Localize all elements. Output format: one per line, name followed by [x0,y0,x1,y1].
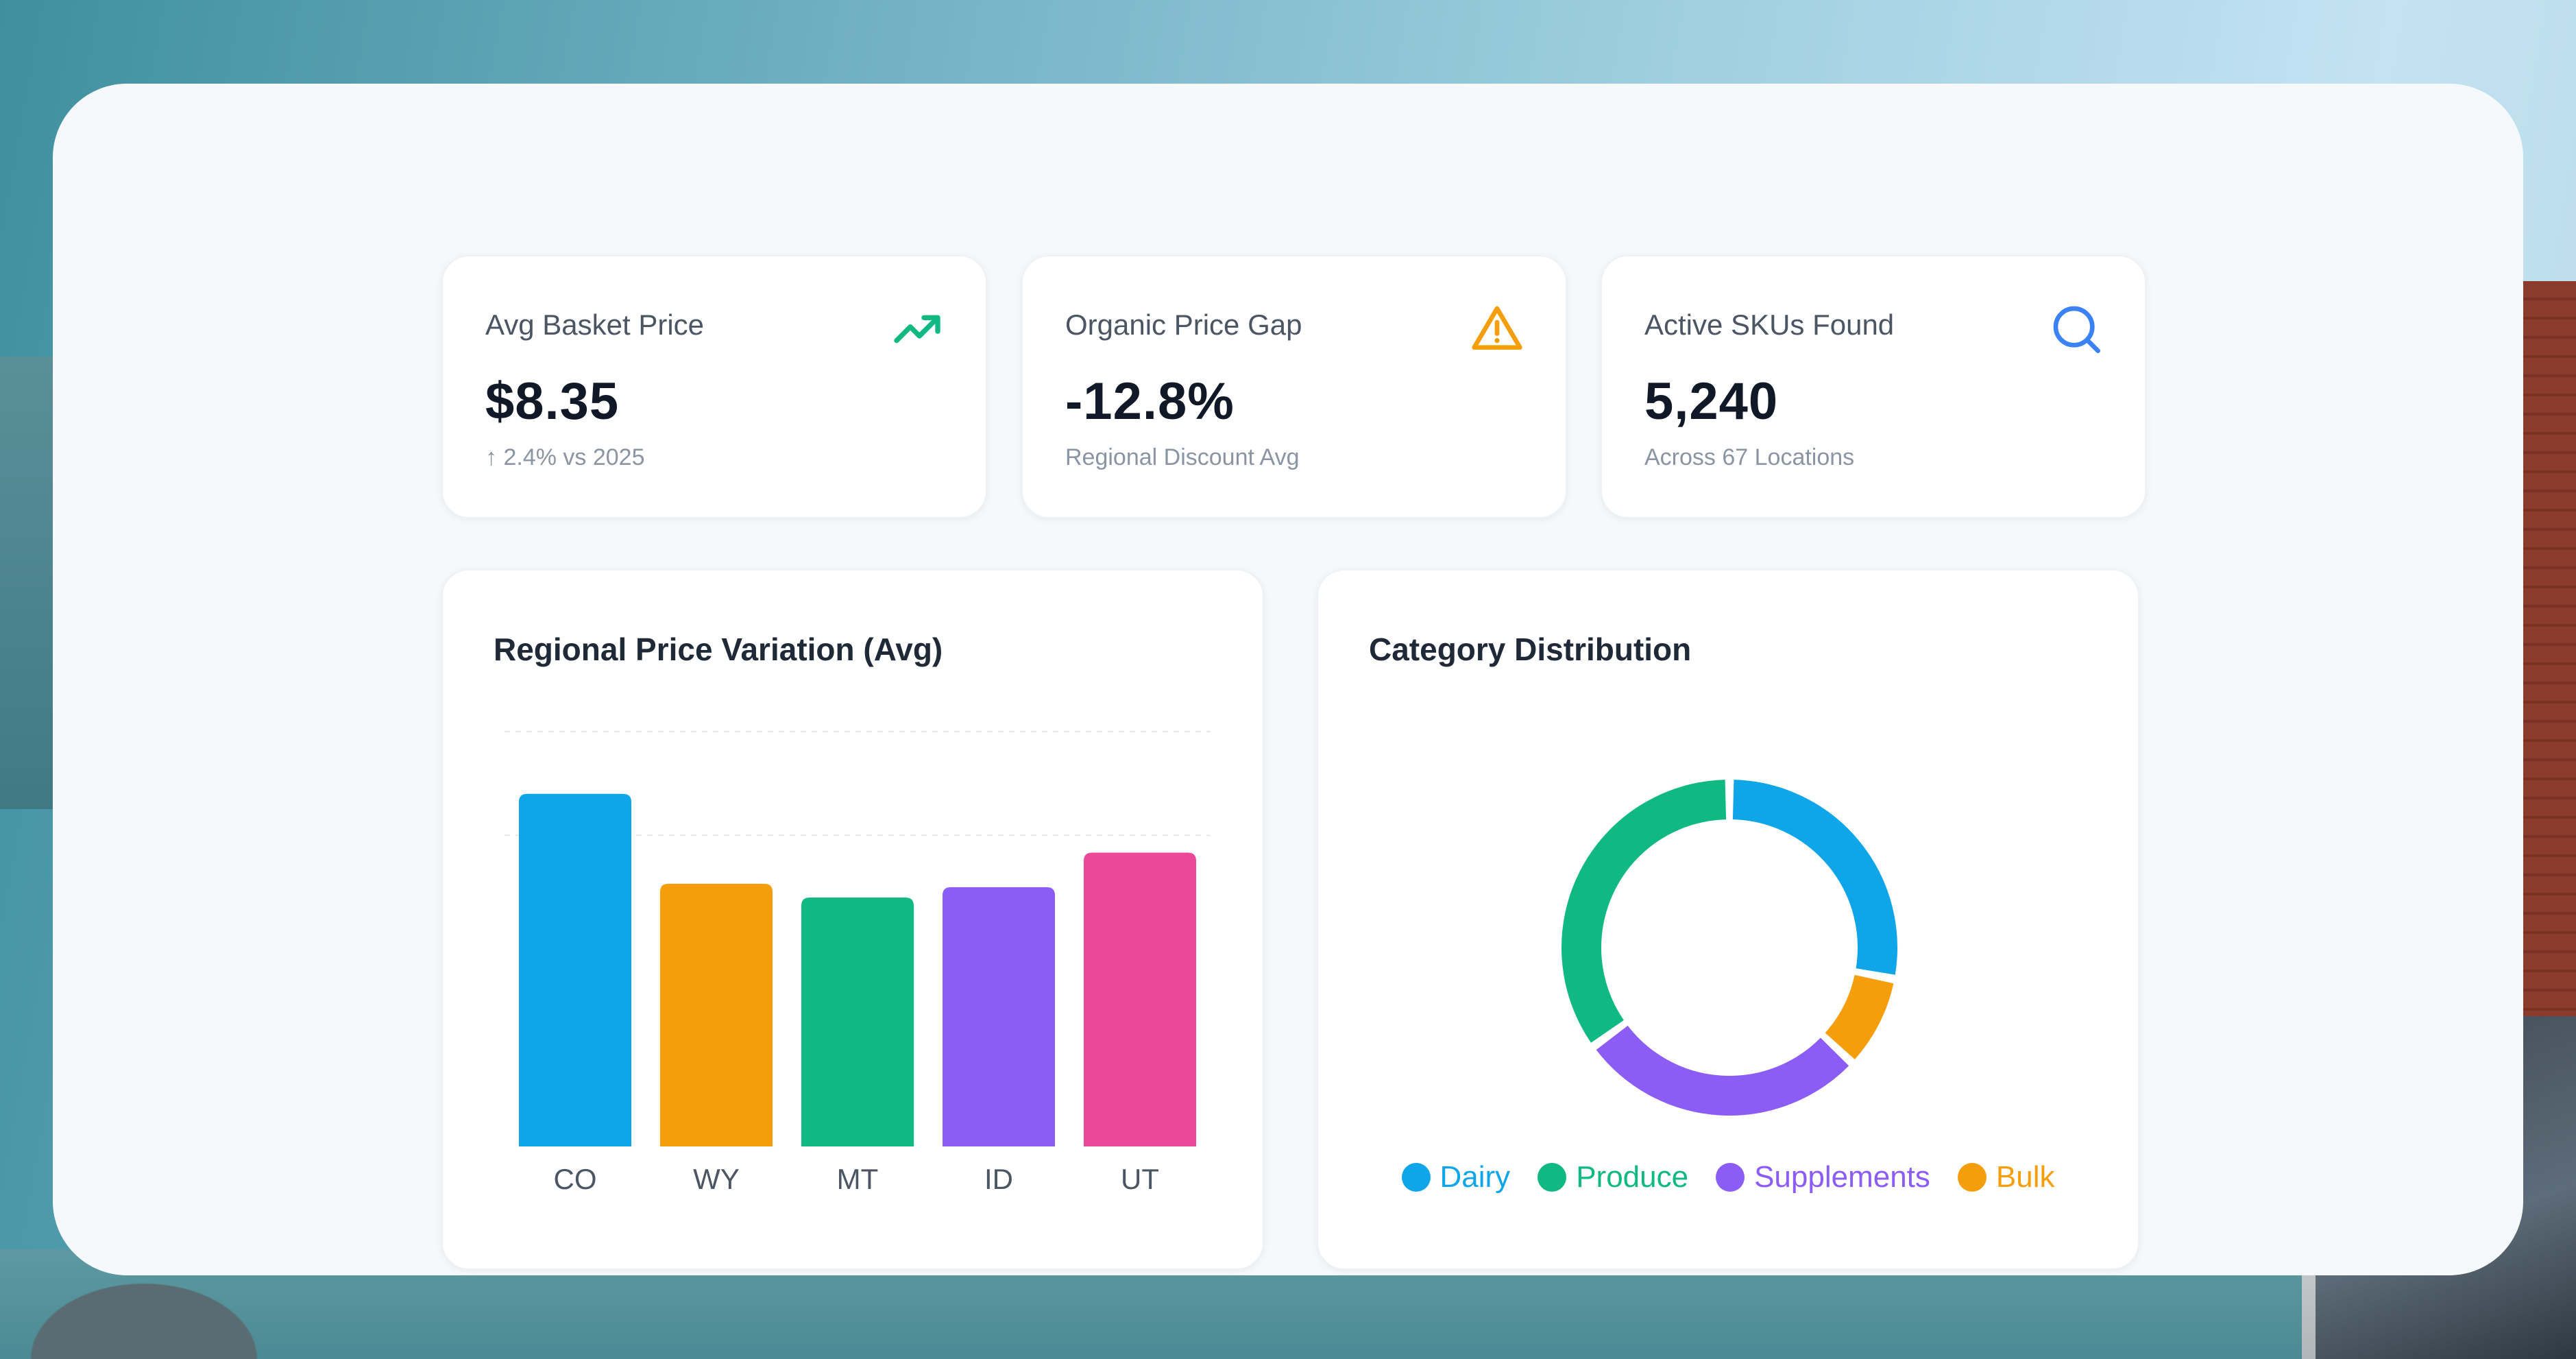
legend-item-produce[interactable]: Produce [1538,1160,1688,1194]
legend-dot [1538,1163,1567,1192]
legend-item-bulk[interactable]: Bulk [1957,1160,2055,1194]
background-building-right [2521,281,2576,1077]
bar-co[interactable] [519,793,631,1146]
bar-id[interactable] [943,887,1055,1146]
chart-legend: Dairy Produce Supplements Bulk [1318,1160,2138,1194]
legend-label: Supplements [1754,1160,1930,1194]
background-car-left [0,1263,288,1359]
donut-chart [1562,780,1897,1116]
x-tick-label: CO [554,1163,597,1195]
donut-slice-supplements[interactable] [1596,1025,1849,1116]
stat-subtext: Across 67 Locations [1644,444,1855,470]
stat-subtext: Regional Discount Avg [1065,444,1300,470]
x-tick-label: ID [984,1163,1013,1195]
stat-label: Organic Price Gap [1065,309,1302,341]
stat-value: $8.35 [485,372,620,431]
trending-up-icon [894,315,940,344]
legend-label: Dairy [1439,1160,1511,1194]
search-icon [2053,306,2100,353]
donut-slice-dairy[interactable] [1732,780,1897,975]
x-tick-label: UT [1121,1163,1159,1195]
legend-dot [1716,1163,1745,1192]
x-tick-label: MT [837,1163,879,1195]
warning-icon [1472,306,1522,350]
donut-chart-card: Category Distribution Dairy Produce Supple… [1317,569,2139,1270]
legend-label: Bulk [1995,1160,2055,1194]
donut-slice-produce[interactable] [1562,780,1727,1043]
stat-card-avg-basket-price: Avg Basket Price $8.35 ↑ 2.4% vs 2025 [441,255,987,518]
donut-slice-bulk[interactable] [1825,974,1894,1059]
bar-wy[interactable] [660,883,773,1146]
legend-item-supplements[interactable]: Supplements [1716,1160,1930,1194]
legend-dot [1957,1163,1986,1192]
bar-chart-card: Regional Price Variation (Avg) CO WY MT ID U… [441,569,1264,1270]
stat-value: 5,240 [1644,372,1779,431]
stat-value: -12.8% [1065,372,1235,431]
stat-card-organic-price-gap: Organic Price Gap -12.8% Regional Discou… [1021,255,1567,518]
dashboard-panel: Avg Basket Price $8.35 ↑ 2.4% vs 2025 Or… [53,84,2523,1275]
stat-card-active-skus: Active SKUs Found 5,240 Across 67 Locati… [1601,255,2146,518]
x-tick-label: WY [693,1163,740,1195]
chart-title: Regional Price Variation (Avg) [494,632,943,667]
bar-ut[interactable] [1084,852,1196,1146]
legend-dot [1401,1163,1431,1192]
stat-subtext: ↑ 2.4% vs 2025 [485,444,645,470]
background-building-left [0,357,55,809]
bar-chart: CO WY MT ID UT [505,731,1211,1195]
bar-mt[interactable] [801,898,914,1146]
stat-label: Active SKUs Found [1644,309,1895,341]
legend-label: Produce [1576,1160,1689,1194]
legend-item-dairy[interactable]: Dairy [1401,1160,1511,1194]
stat-label: Avg Basket Price [485,309,705,341]
chart-title: Category Distribution [1369,632,1692,667]
